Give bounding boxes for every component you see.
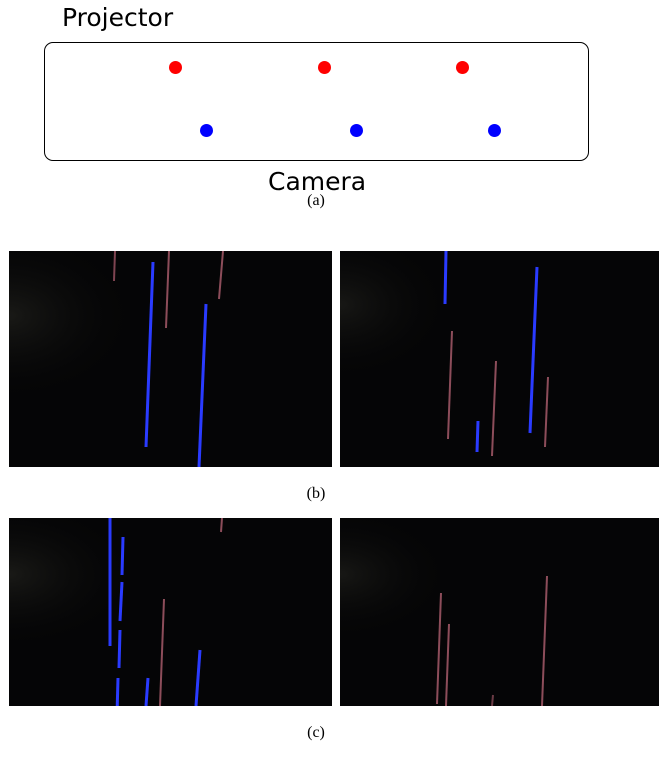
photo-b-left	[9, 251, 332, 467]
caption-b: (b)	[306, 485, 326, 502]
blue-streak	[443, 251, 448, 305]
blue-streak	[197, 303, 208, 467]
red-streak	[541, 575, 548, 706]
blue-streak	[118, 581, 124, 622]
camera-label: Camera	[268, 167, 367, 196]
red-streak	[445, 623, 450, 706]
photo-c-left	[9, 518, 332, 706]
caption-a: (a)	[307, 192, 325, 209]
caption-c: (c)	[307, 724, 325, 741]
blue-streak	[528, 266, 539, 434]
blue-streak	[475, 420, 480, 453]
blue-streak	[120, 536, 125, 576]
red-streak	[218, 251, 224, 300]
red-streak	[159, 598, 165, 706]
blue-streak	[144, 677, 150, 706]
red-streak	[436, 592, 442, 705]
red-streak	[165, 251, 170, 329]
red-streak	[220, 518, 223, 533]
projector-label: Projector	[62, 3, 174, 32]
blue-streak	[117, 629, 122, 669]
camera-dot-3	[488, 124, 501, 137]
blue-streak	[194, 649, 202, 706]
projector-dot-3	[456, 61, 469, 74]
blue-streak	[115, 677, 120, 706]
red-streak	[491, 360, 497, 457]
red-streak	[544, 376, 549, 448]
red-streak	[491, 694, 494, 706]
photo-b-right	[340, 251, 659, 467]
photo-c-right	[340, 518, 659, 706]
projector-camera-diagram-box	[44, 42, 589, 161]
red-streak	[113, 251, 116, 282]
red-streak	[447, 330, 453, 440]
blue-streak	[144, 261, 155, 448]
camera-dot-1	[200, 124, 213, 137]
projector-dot-2	[318, 61, 331, 74]
projector-dot-1	[169, 61, 182, 74]
camera-dot-2	[350, 124, 363, 137]
